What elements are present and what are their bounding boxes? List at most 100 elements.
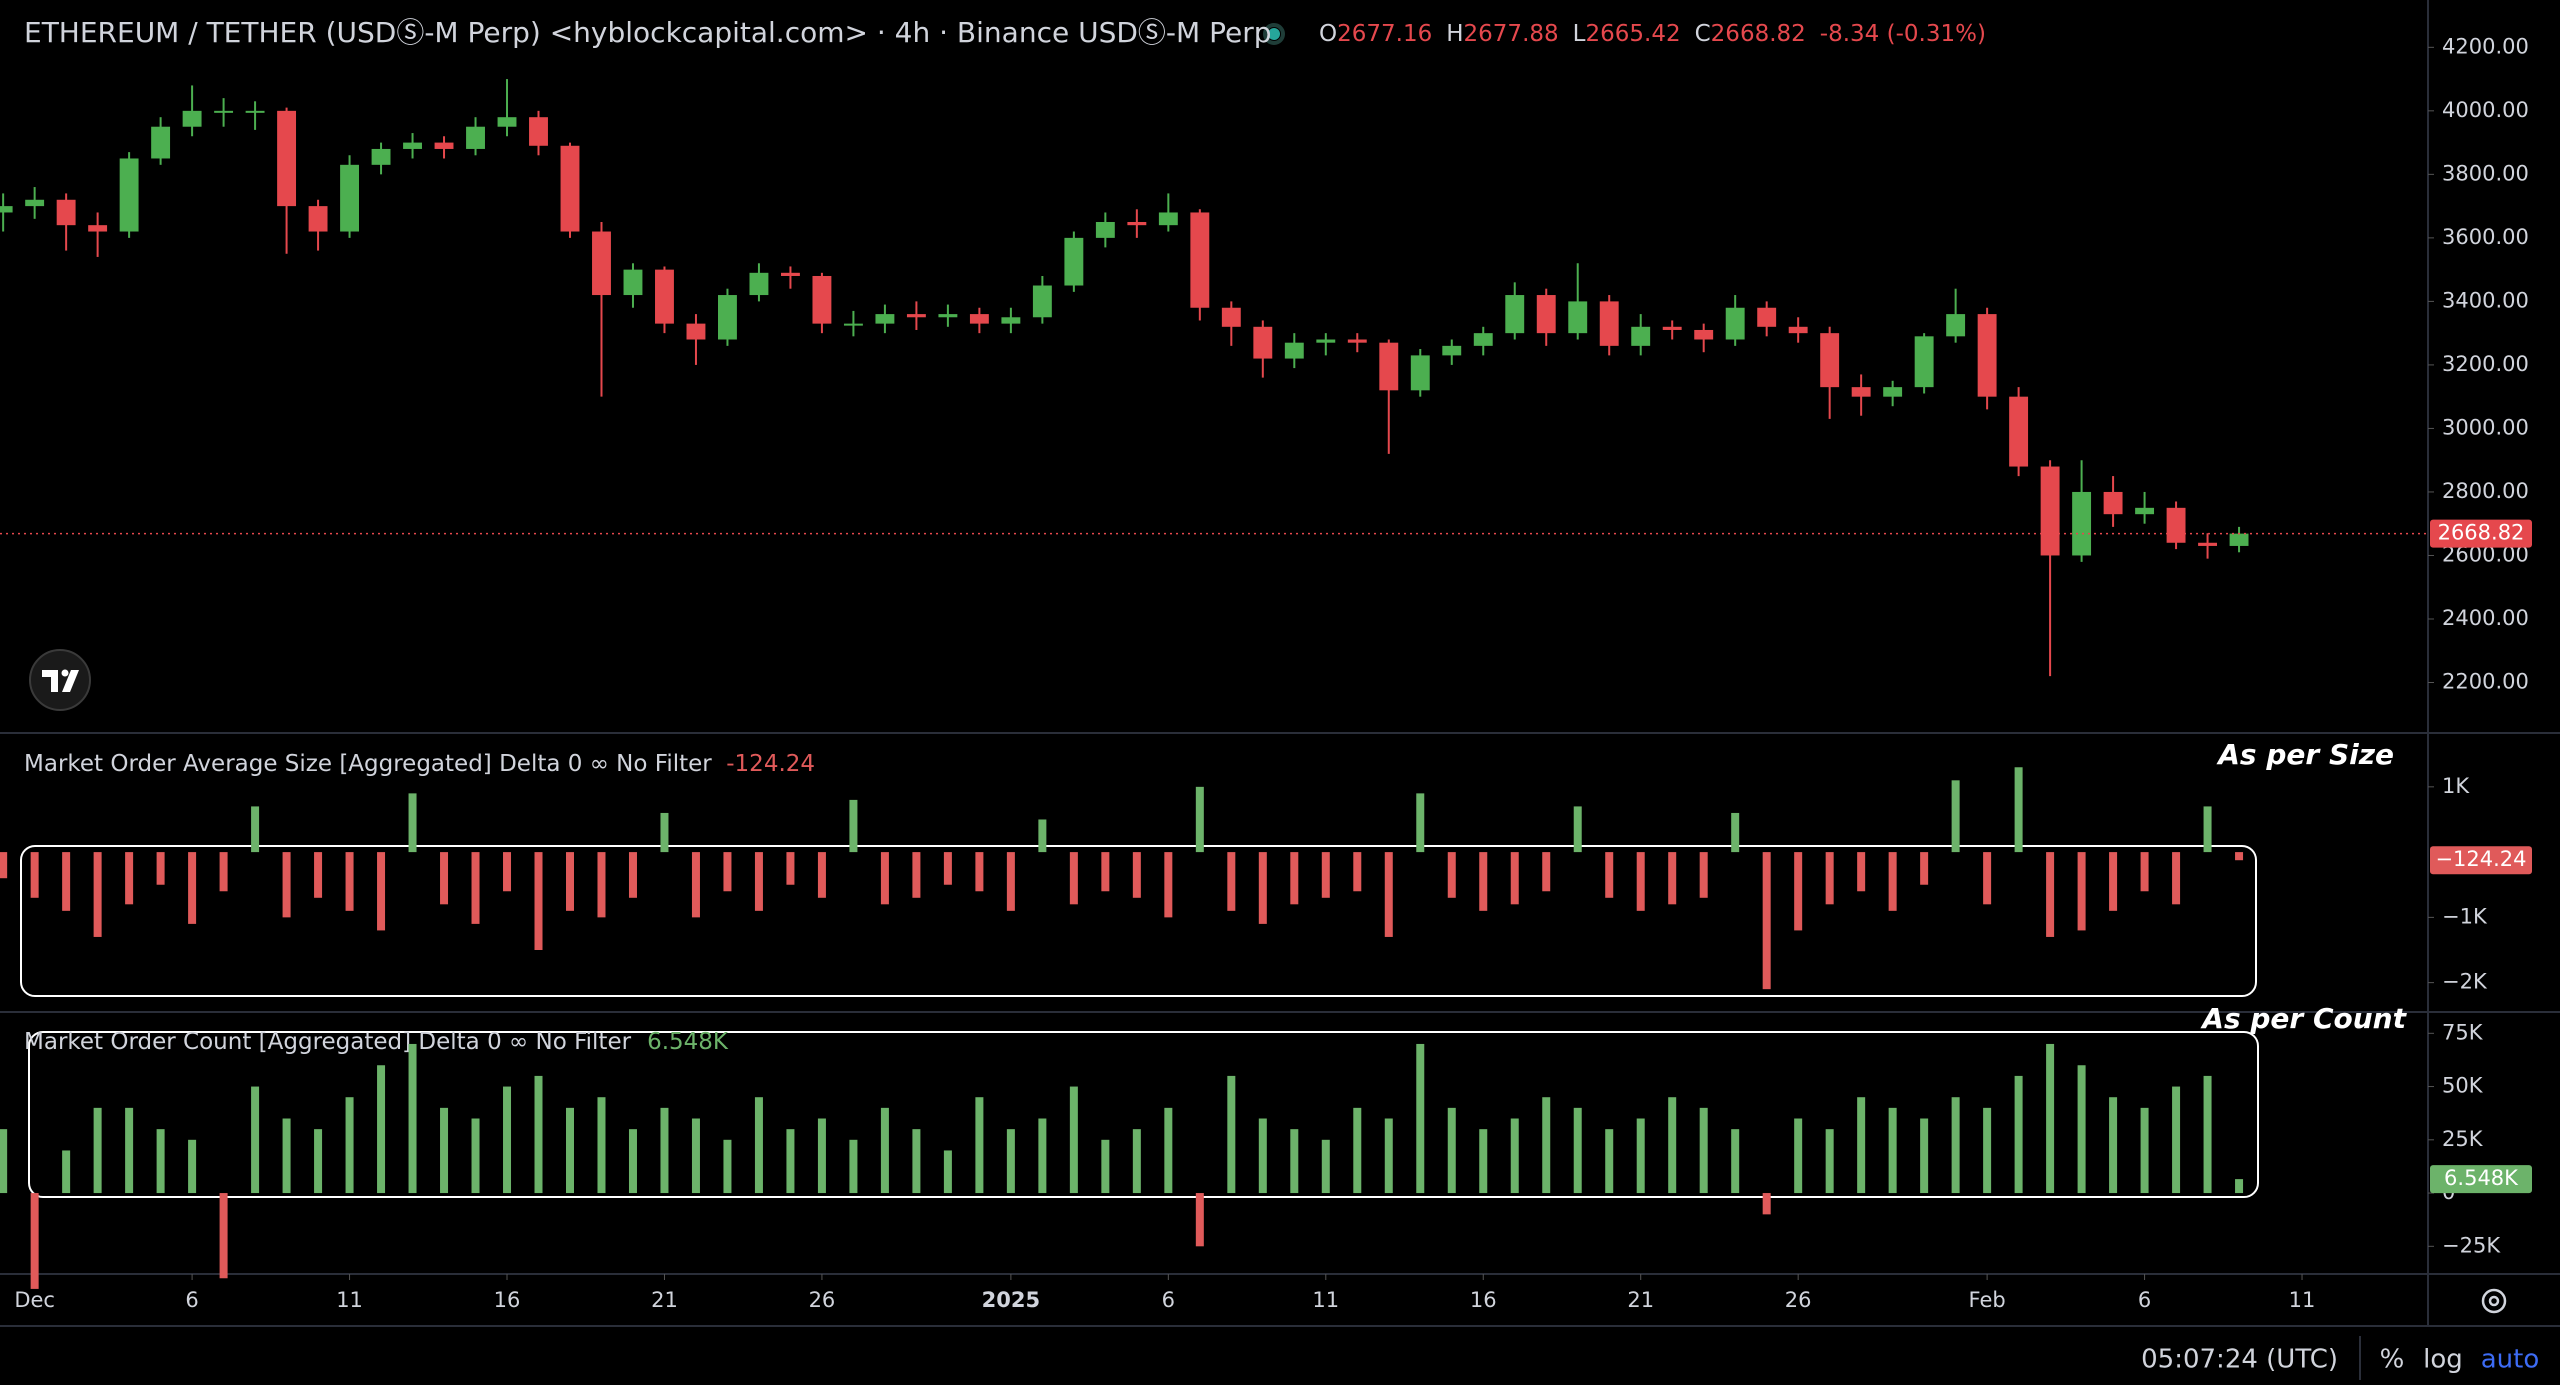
candle-body bbox=[560, 145, 580, 232]
delta-bar bbox=[754, 1097, 763, 1194]
logo-badge[interactable] bbox=[29, 649, 91, 711]
x-tick-label: 6 bbox=[1162, 1288, 1175, 1312]
delta-bar bbox=[943, 852, 952, 885]
candle-body bbox=[2009, 396, 2029, 467]
delta-bar bbox=[471, 1118, 480, 1194]
ohlc-key: O bbox=[1319, 21, 1337, 47]
candle-body bbox=[2040, 466, 2060, 556]
delta-bar bbox=[1227, 1075, 1236, 1194]
delta-bar bbox=[1699, 852, 1708, 898]
delta-bar bbox=[1573, 806, 1582, 853]
delta-bar bbox=[1983, 852, 1992, 905]
annotation: As per Count bbox=[2200, 1002, 2407, 1035]
delta-bar bbox=[849, 799, 858, 853]
logo-glyph bbox=[62, 670, 79, 692]
delta-bar bbox=[1542, 852, 1551, 892]
indicator-legend: Market Order Average Size [Aggregated] D… bbox=[24, 751, 815, 777]
delta-bar bbox=[1857, 1097, 1866, 1194]
delta-bar bbox=[1321, 1139, 1330, 1194]
delta-bar bbox=[1132, 1129, 1141, 1194]
delta-bar bbox=[62, 1150, 71, 1194]
delta-bar bbox=[628, 852, 637, 898]
settings-icon[interactable] bbox=[2481, 1288, 2507, 1314]
x-tick-label: 26 bbox=[1785, 1288, 1812, 1312]
delta-bar bbox=[1920, 1118, 1929, 1194]
delta-bar bbox=[1920, 852, 1929, 885]
candle-body bbox=[906, 314, 926, 318]
delta-bar bbox=[1573, 1107, 1582, 1194]
x-tick-label: 21 bbox=[651, 1288, 678, 1312]
candle-body bbox=[1347, 339, 1367, 343]
delta-bar bbox=[1479, 852, 1488, 911]
delta-bar bbox=[1605, 1129, 1614, 1194]
candle-body bbox=[403, 142, 422, 149]
delta-bar bbox=[1258, 1118, 1267, 1194]
candle-body bbox=[497, 117, 517, 127]
delta-bar bbox=[1668, 1097, 1677, 1194]
logo-glyph bbox=[42, 670, 58, 692]
x-tick-label: Dec bbox=[14, 1288, 55, 1312]
delta-bar bbox=[2014, 767, 2023, 853]
candle-body bbox=[1127, 221, 1147, 226]
x-tick-label: 11 bbox=[1312, 1288, 1339, 1312]
gear[interactable] bbox=[2481, 1288, 2507, 1314]
delta-bar bbox=[377, 852, 386, 931]
delta-bar bbox=[1636, 1118, 1645, 1194]
delta-bar bbox=[691, 1118, 700, 1194]
delta-bar bbox=[1290, 1129, 1299, 1194]
candle-body bbox=[119, 158, 139, 232]
candle-body bbox=[2072, 491, 2092, 556]
delta-bar bbox=[2203, 806, 2212, 853]
candle-body bbox=[529, 117, 548, 146]
delta-bar bbox=[786, 852, 795, 885]
delta-bar bbox=[188, 1139, 197, 1194]
delta-bar bbox=[1668, 852, 1677, 905]
delta-bar bbox=[93, 1107, 102, 1194]
candle-body bbox=[245, 110, 265, 113]
delta-bar bbox=[503, 852, 512, 892]
delta-bar bbox=[440, 1107, 449, 1194]
highlight-box bbox=[20, 845, 2257, 997]
delta-bar bbox=[1353, 852, 1362, 892]
candle-body bbox=[88, 225, 108, 232]
delta-bar bbox=[219, 1193, 228, 1279]
delta-bar bbox=[0, 1129, 8, 1194]
delta-bar bbox=[565, 852, 574, 911]
status-dot bbox=[1268, 28, 1280, 40]
log-button[interactable]: log bbox=[2423, 1345, 2463, 1375]
x-tick-label: Feb bbox=[1969, 1288, 2006, 1312]
ohlc-value: 2677.16 bbox=[1337, 21, 1432, 47]
candle-body bbox=[1820, 333, 1840, 388]
delta-bar bbox=[1888, 852, 1897, 911]
candle-body bbox=[1851, 387, 1871, 397]
delta-bar bbox=[1258, 852, 1267, 924]
y-tick-label: 4000.00 bbox=[2442, 98, 2529, 122]
delta-bar bbox=[251, 1086, 260, 1194]
tradingview-logo[interactable] bbox=[29, 649, 91, 711]
x-tick-label: 2025 bbox=[982, 1288, 1040, 1312]
logo-glyph bbox=[61, 669, 69, 677]
y-tick-label: 2400.00 bbox=[2442, 606, 2529, 630]
auto-button[interactable]: auto bbox=[2481, 1345, 2540, 1375]
candle-body bbox=[812, 275, 832, 324]
percent-button[interactable]: % bbox=[2380, 1345, 2405, 1375]
delta-bar bbox=[1605, 852, 1614, 898]
candle-body bbox=[434, 142, 454, 149]
delta-bar bbox=[597, 1097, 606, 1194]
y-tick-label: 75K bbox=[2442, 1020, 2484, 1044]
candle-body bbox=[1757, 307, 1777, 327]
delta-bar bbox=[188, 852, 197, 924]
candle-body bbox=[1599, 301, 1619, 346]
delta-bar bbox=[1888, 1107, 1897, 1194]
x-tick-label: 11 bbox=[336, 1288, 363, 1312]
candle-body bbox=[151, 126, 171, 159]
candle-body bbox=[371, 148, 391, 165]
annotation: As per Size bbox=[2216, 738, 2394, 771]
last-value-box bbox=[2430, 846, 2532, 875]
candle-body bbox=[2166, 507, 2186, 543]
candle-body bbox=[2135, 507, 2155, 515]
delta-bar bbox=[62, 852, 71, 911]
delta-bar bbox=[1416, 1043, 1425, 1194]
delta-bar bbox=[1699, 1107, 1708, 1194]
